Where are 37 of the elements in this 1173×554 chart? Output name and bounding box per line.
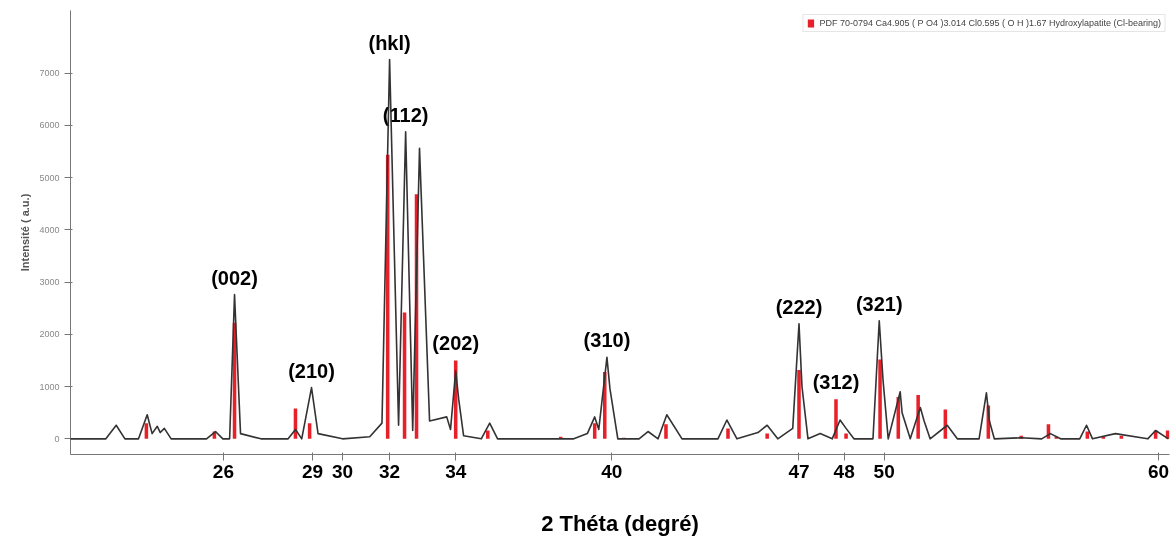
y-tick-label: 2000 (39, 329, 60, 340)
y-tick-label: 5000 (39, 172, 60, 183)
y-tick-label: 4000 (39, 224, 60, 235)
annotation: (210) (288, 359, 335, 382)
y-tick-label: 1000 (39, 381, 60, 392)
x-tick-label: 40 (601, 460, 623, 482)
x-tick-label: 32 (379, 460, 401, 482)
bar (664, 424, 668, 439)
bar (878, 359, 882, 439)
annotation: (002) (211, 266, 258, 289)
x-axis-title: 2 Théta (degré) (541, 510, 699, 536)
x-tick-label: 60 (1148, 460, 1170, 482)
x-tick-label: 29 (302, 460, 324, 482)
annotation: (321) (855, 292, 903, 315)
y-tick-label: 6000 (39, 120, 60, 131)
bar (726, 428, 730, 439)
annotation: (202) (432, 332, 480, 355)
y-axis-title: Intensité ( a.u.) (19, 193, 32, 272)
x-tick-label: 30 (331, 460, 354, 482)
annotation: (hkl) (368, 31, 411, 54)
bar (844, 433, 848, 439)
y-tick-label: 0 (54, 433, 60, 444)
legend-label: PDF 70-0794 Ca4.905 ( P O4 )3.014 Cl0.595 ( O H )1.67 Hydroxylapatite (Cl-bearing) (819, 18, 1161, 28)
bar (797, 369, 801, 439)
bar (765, 433, 769, 439)
annotation: (310) (583, 329, 631, 352)
x-tick-label: 50 (873, 460, 895, 482)
x-tick-label: 26 (212, 460, 234, 482)
x-tick-label: 48 (833, 460, 855, 482)
annotation: (222) (775, 295, 823, 318)
line-series (69, 58, 1170, 440)
bar (486, 430, 490, 439)
annotation: (312) (812, 371, 860, 394)
x-tick-label: 34 (445, 460, 467, 482)
y-tick-label: 3000 (39, 277, 60, 288)
x-tick-label: 47 (788, 460, 810, 482)
y-tick-label: 7000 (39, 68, 60, 79)
